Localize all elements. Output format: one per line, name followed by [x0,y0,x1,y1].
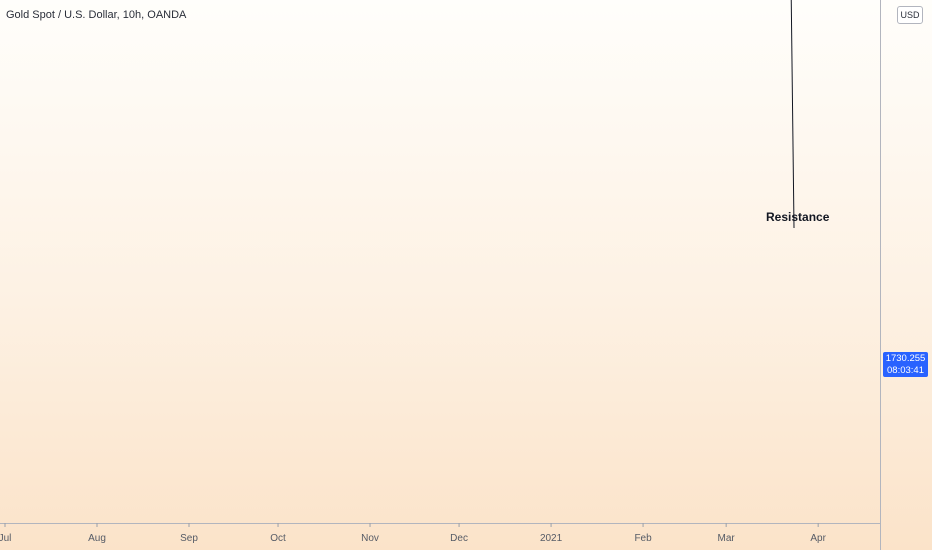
x-tick-label: Oct [270,533,286,544]
x-tick-label: Mar [718,533,736,544]
x-tick-label: Aug [88,533,106,544]
currency-button[interactable]: USD [897,6,923,24]
x-tick-label: Jul [0,533,11,544]
title-separator-1: , [116,9,123,21]
title-source: OANDA [147,9,187,21]
x-tick-label: 2021 [540,533,563,544]
chart-title: Gold Spot / U.S. Dollar, 10h, OANDA [6,9,186,21]
x-tick-label: Nov [361,533,379,544]
x-tick-label: Sep [180,533,198,544]
title-timeframe: 10h [122,9,142,21]
x-tick-label: Dec [450,533,468,544]
x-tick-label: Feb [634,533,652,544]
price-badge-price: 1730.255 [885,353,926,364]
title-separator-2: , [141,9,148,21]
price-badge: 1730.255 08:03:41 [883,352,928,377]
price-badge-countdown: 08:03:41 [887,365,924,376]
resistance-pointer-arrow [790,0,795,229]
resistance-label: Resistance [766,210,830,224]
x-tick-label: Apr [810,533,826,544]
title-instrument: Gold Spot / U.S. Dollar [6,9,117,21]
